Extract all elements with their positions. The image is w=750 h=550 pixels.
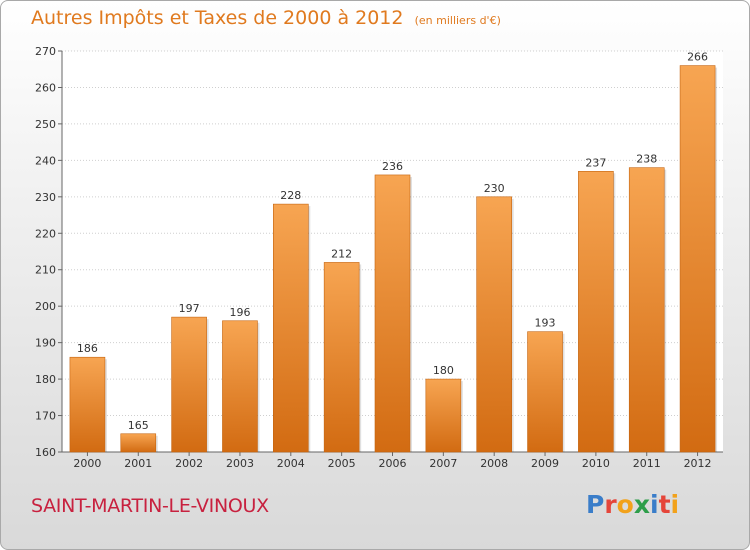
bar-2011 xyxy=(628,167,665,453)
x-tick-label-2006: 2006 xyxy=(379,457,407,470)
bar-2006 xyxy=(374,174,411,453)
y-tick-label: 170 xyxy=(35,410,56,423)
value-label-2009: 193 xyxy=(535,317,556,330)
y-tick-label: 160 xyxy=(35,446,56,459)
y-tick-label: 270 xyxy=(35,45,56,58)
value-label-2008: 230 xyxy=(484,182,505,195)
x-tick-label-2012: 2012 xyxy=(684,457,712,470)
x-tick-label-2005: 2005 xyxy=(328,457,356,470)
chart-title: Autres Impôts et Taxes de 2000 à 2012 xyxy=(31,7,404,29)
x-tick-label-2009: 2009 xyxy=(531,457,559,470)
y-tick-label: 210 xyxy=(35,264,56,277)
proxiti-logo: Proxiti xyxy=(586,490,679,519)
x-tick-label-2003: 2003 xyxy=(226,457,254,470)
bar-2003 xyxy=(222,320,258,453)
x-tick-label-2011: 2011 xyxy=(633,457,661,470)
y-tick-label: 180 xyxy=(35,373,56,386)
x-tick-label-2007: 2007 xyxy=(429,457,457,470)
bar-2005 xyxy=(323,262,360,453)
value-label-2011: 238 xyxy=(636,153,657,166)
value-label-2003: 196 xyxy=(229,306,250,319)
bar-2000 xyxy=(69,356,106,453)
y-tick-label: 200 xyxy=(35,300,56,313)
bar-2007 xyxy=(425,378,462,453)
logo-letter: r xyxy=(604,490,617,519)
bar-2010 xyxy=(578,171,614,453)
y-tick-label: 250 xyxy=(35,118,56,131)
y-tick-label: 260 xyxy=(35,81,56,94)
y-tick-label: 220 xyxy=(35,227,56,240)
logo-letter: i xyxy=(650,490,659,519)
logo-letter: P xyxy=(586,490,605,519)
bar-2002 xyxy=(171,316,207,453)
value-label-2007: 180 xyxy=(433,364,454,377)
logo-letter: x xyxy=(633,490,650,519)
value-label-2004: 228 xyxy=(280,189,301,202)
y-tick-label: 230 xyxy=(35,191,56,204)
bar-2001 xyxy=(120,433,157,453)
commune-name: SAINT-MARTIN-LE-VINOUX xyxy=(31,495,269,517)
x-tick-label-2002: 2002 xyxy=(175,457,203,470)
x-tick-label-2008: 2008 xyxy=(480,457,508,470)
logo-letter: o xyxy=(616,490,634,519)
logo-letter: i xyxy=(670,490,680,519)
value-label-2006: 236 xyxy=(382,160,403,173)
y-tick-label: 240 xyxy=(35,154,56,167)
value-label-2001: 165 xyxy=(128,419,149,432)
chart-title-block: Autres Impôts et Taxes de 2000 à 2012 (e… xyxy=(31,7,501,29)
value-label-2002: 197 xyxy=(179,302,200,315)
x-tick-label-2000: 2000 xyxy=(73,457,101,470)
bar-2008 xyxy=(476,196,512,453)
bar-2004 xyxy=(273,203,309,453)
value-label-2010: 237 xyxy=(585,156,606,169)
chart-unit-note: (en milliers d'€) xyxy=(414,14,501,27)
bar-2009 xyxy=(527,331,563,453)
x-tick-label-2004: 2004 xyxy=(277,457,305,470)
value-label-2000: 186 xyxy=(77,342,98,355)
bar-2012 xyxy=(679,65,716,453)
x-tick-label-2001: 2001 xyxy=(124,457,152,470)
value-label-2012: 266 xyxy=(687,51,708,64)
x-tick-label-2010: 2010 xyxy=(582,457,610,470)
y-tick-label: 190 xyxy=(35,337,56,350)
logo-letter: t xyxy=(658,490,671,519)
value-label-2005: 212 xyxy=(331,247,352,260)
